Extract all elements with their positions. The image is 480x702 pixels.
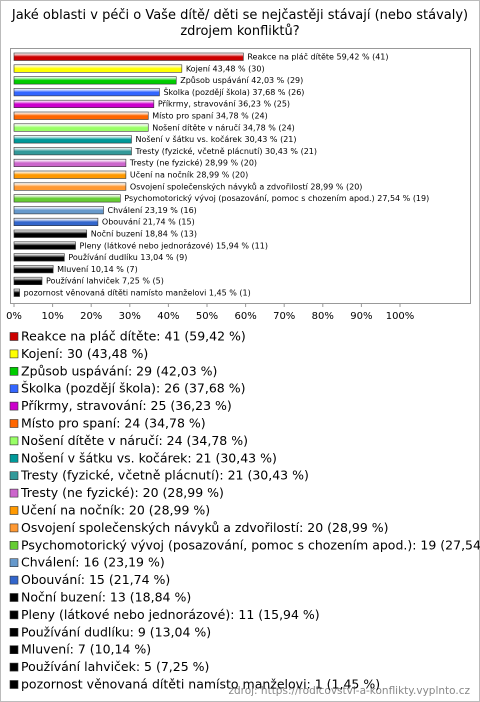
legend-label: Používání dudlíku: 9 (13,04 %) — [21, 624, 211, 639]
legend-swatch — [9, 349, 19, 359]
x-tick-label: 50% — [196, 311, 218, 322]
legend-label: Mluvení: 7 (10,14 %) — [21, 642, 151, 657]
bar — [13, 265, 54, 274]
legend-label: Tresty (ne fyzické): 20 (28,99 %) — [20, 485, 224, 500]
legend-swatch — [9, 575, 19, 585]
legend-label: Chválení: 16 (23,19 %) — [21, 555, 165, 570]
x-tick-label: 90% — [350, 311, 372, 322]
legend-label: Příkrmy, stravování: 25 (36,23 %) — [21, 398, 232, 413]
bar — [13, 135, 132, 144]
legend-label: Noční buzení: 13 (18,84 %) — [21, 590, 191, 605]
legend-swatch — [9, 610, 19, 620]
bar — [13, 123, 149, 132]
bar — [13, 88, 160, 97]
bar-label: Obouvání 21,74 % (15) — [102, 218, 195, 227]
bar — [13, 241, 76, 250]
bar-label: Noční buzení 18,84 % (13) — [91, 229, 197, 239]
bar — [13, 206, 104, 215]
x-tick-label: 100% — [386, 311, 415, 322]
legend-swatch — [9, 401, 19, 411]
legend-label: Školka (pozdějí škola): 26 (37,68 %) — [21, 381, 245, 396]
x-tick-label: 60% — [234, 311, 256, 322]
legend-swatch — [9, 593, 19, 602]
bar-label: Příkrmy, stravování 36,23 % (25) — [158, 100, 290, 109]
legend-swatch — [9, 680, 19, 689]
bar-label: Mluvení 10,14 % (7) — [57, 265, 138, 274]
legend-swatch — [9, 366, 19, 376]
legend-label: Osvojení společenských návyků a zdvořilo… — [21, 520, 389, 535]
bar — [13, 52, 244, 61]
legend-label: Používání lahviček: 5 (7,25 %) — [21, 659, 209, 674]
legend-swatch — [9, 645, 19, 655]
legend-swatch — [9, 488, 19, 498]
x-tick-label: 40% — [157, 311, 179, 322]
bar-label: Reakce na pláč dítěte 59,42 % (41) — [247, 52, 388, 62]
bar-label: Nošení v šátku vs. kočárek 30,43 % (21) — [135, 134, 296, 144]
legend-label: Obouvání: 15 (21,74 %) — [21, 572, 170, 587]
legend-label: Pleny (látkové nebo jednorázové): 11 (15… — [21, 607, 320, 622]
bar-label: Pleny (látkové nebo jednorázové) 15,94 %… — [80, 240, 268, 250]
legend-label: Kojení: 30 (43,48 %) — [21, 346, 148, 361]
bar-label: Učení na nočník 28,99 % (20) — [130, 170, 248, 180]
legend-label: Místo pro spaní: 24 (34,78 %) — [21, 416, 206, 431]
bar-label: Místo pro spaní 34,78 % (24) — [152, 112, 268, 121]
bar — [13, 194, 121, 203]
legend-swatch — [9, 506, 19, 515]
bar — [13, 217, 99, 226]
bar — [13, 288, 20, 297]
legend-swatch — [9, 471, 19, 481]
bar — [13, 229, 88, 238]
x-tick-label: 0% — [6, 311, 22, 322]
source: zdroj: https://rodicovstvi-a-konflikty.v… — [228, 685, 470, 697]
bar-label: Používání lahviček 7,25 % (5) — [46, 276, 164, 286]
x-tick-label: 10% — [41, 311, 63, 322]
bar — [13, 64, 183, 73]
legend-swatch — [9, 558, 19, 568]
bar — [13, 99, 155, 108]
x-tick-label: 80% — [312, 311, 334, 322]
legend-label: Způsob uspávání: 29 (42,03 %) — [21, 363, 217, 378]
legend-label: Reakce na pláč dítěte: 41 (59,42 %) — [21, 329, 246, 344]
bar — [13, 253, 65, 262]
bar-label: Tresty (fyzické, včetně plácnutí) 30,43 … — [134, 146, 317, 156]
bar-label: Kojení 43,48 % (30) — [186, 64, 265, 73]
legend-swatch — [9, 523, 19, 533]
bar-label: Nošení dítěte v náručí 34,78 % (24) — [152, 122, 295, 132]
x-tick-label: 30% — [119, 311, 141, 322]
legend-label: Učení na nočník: 20 (28,99 %) — [21, 503, 210, 518]
bar — [13, 111, 149, 120]
legend-swatch — [9, 384, 19, 394]
legend-label: Nošení dítěte v náručí: 24 (34,78 %) — [21, 433, 248, 448]
legend-swatch — [9, 419, 19, 428]
bar-label: pozornost věnovaná dítěti namísto manžel… — [24, 289, 251, 298]
bar — [13, 158, 127, 167]
bar — [13, 170, 127, 179]
legend-swatch — [9, 627, 19, 637]
bar-label: Osvojení společenských návyků a zdvořilo… — [130, 181, 363, 191]
legend-swatch — [9, 662, 19, 672]
bar-label: Chválení 23,19 % (16) — [108, 206, 197, 215]
legend-label: Psychomotorický vývoj (posazování, pomoc… — [21, 537, 480, 552]
bar-label: Používání dudlíku 13,04 % (9) — [68, 253, 187, 262]
legend-swatch — [9, 332, 19, 341]
x-tick-label: 20% — [80, 311, 102, 322]
legend-swatch — [9, 453, 19, 463]
legend-swatch — [9, 436, 19, 446]
bar — [13, 182, 127, 191]
x-tick-label: 70% — [273, 311, 295, 322]
bar — [13, 147, 132, 156]
chart-title: Jaké oblasti v péči o Vaše dítě/ děti se… — [11, 8, 468, 39]
legend-swatch — [9, 540, 19, 550]
bar-label: Školka (pozdějí škola) 37,68 % (26) — [163, 86, 304, 97]
legend-label: pozornost věnovaná dítěti namísto manžel… — [21, 677, 380, 692]
legend-label: Nošení v šátku vs. kočárek: 21 (30,43 %) — [21, 450, 277, 465]
bar-label: Psychomotorický vývoj (posazování, pomoc… — [124, 194, 429, 203]
legend-label: Tresty (fyzické, včetně plácnutí): 21 (3… — [20, 468, 309, 483]
bar — [13, 76, 177, 85]
bar-label: Způsob uspávání 42,03 % (29) — [180, 75, 303, 85]
bar — [13, 276, 43, 286]
bar-label: Tresty (ne fyzické) 28,99 % (20) — [129, 158, 257, 168]
